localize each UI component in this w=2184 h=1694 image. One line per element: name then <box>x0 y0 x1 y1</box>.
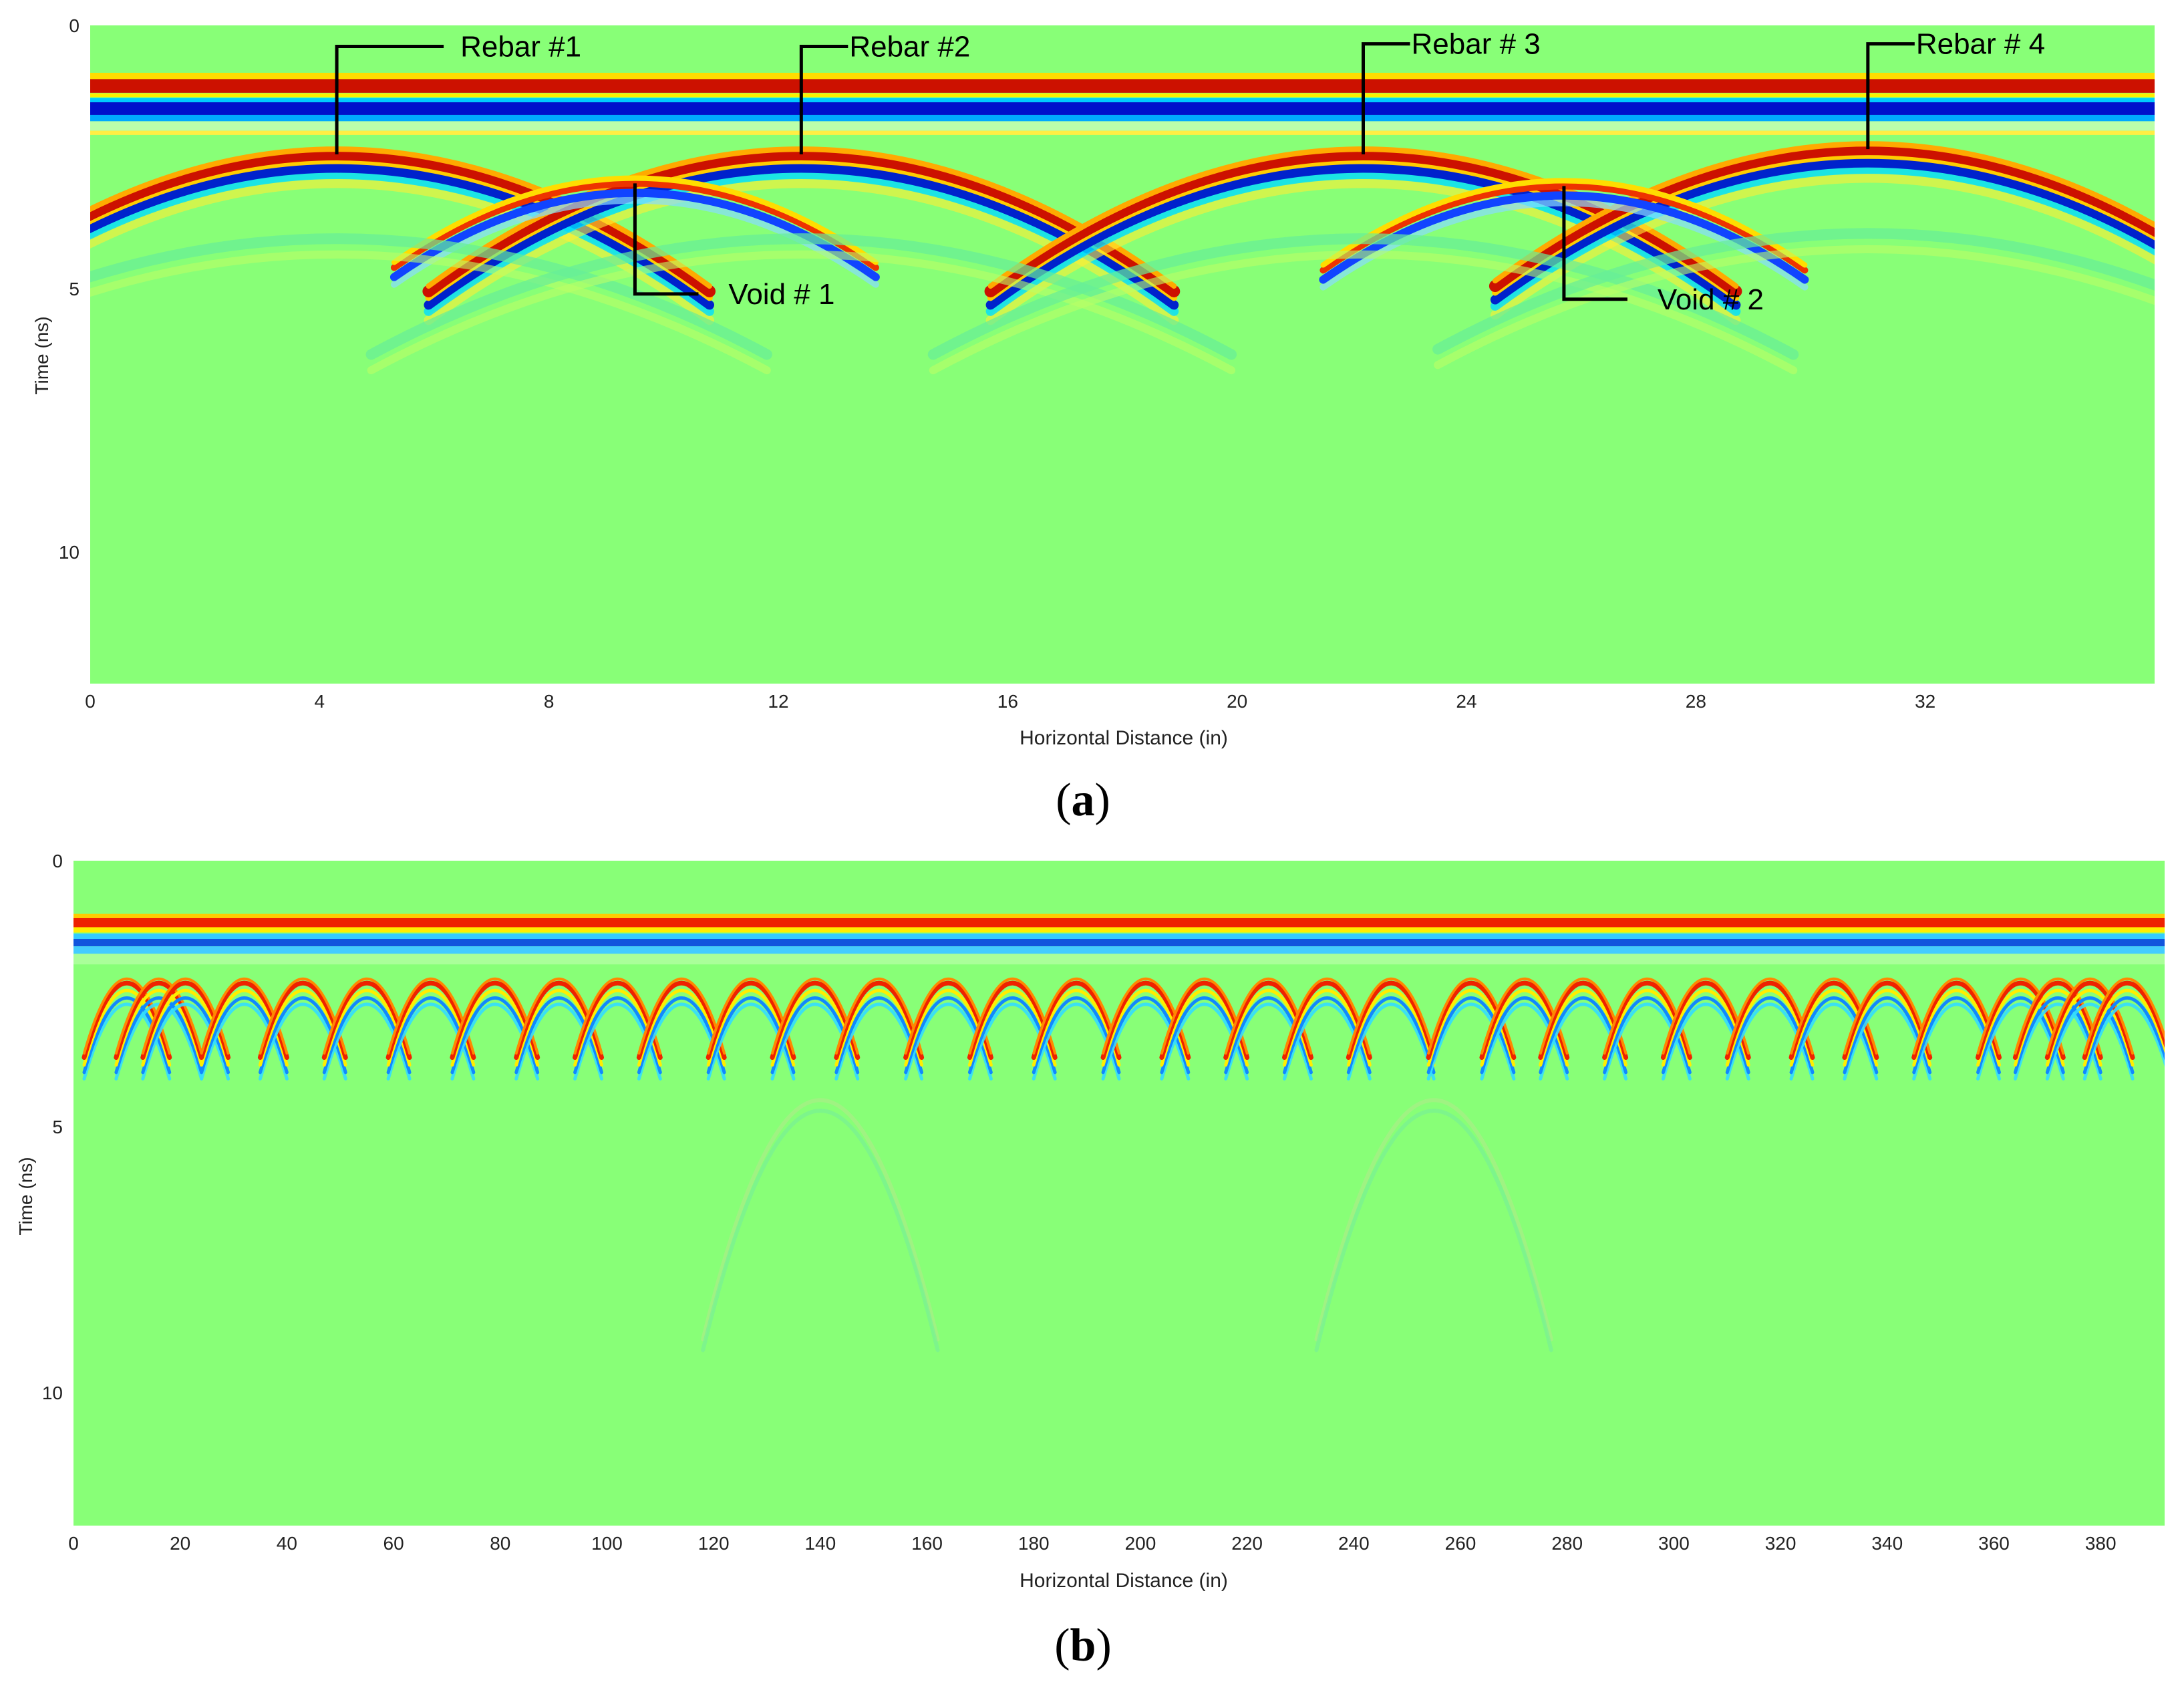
panel-a-rebar-multiple <box>927 233 1799 375</box>
panel-b-x-tick-label: 220 <box>1231 1533 1263 1554</box>
panel-b-x-tick-label: 180 <box>1018 1533 1050 1554</box>
annotation-rebar-1: Rebar #1 <box>335 31 581 155</box>
panel-b-x-tick-label: 200 <box>1125 1533 1156 1554</box>
panel-a-x-axis-label: Horizontal Distance (in) <box>1020 727 1228 749</box>
panel-b-x-tick-label: 120 <box>698 1533 730 1554</box>
panel-a-y-tick-label: 10 <box>59 542 80 563</box>
panel-a-rebar-multiple <box>90 233 772 375</box>
panel-a-direct-wave-band <box>90 130 2155 135</box>
annotation-label: Void # 2 <box>1658 283 1764 316</box>
annotation-leader-line <box>1866 42 1915 150</box>
panel-a-y-tick-label: 0 <box>69 15 80 36</box>
annotation-leader-line <box>1562 186 1627 301</box>
panel-a-x-tick-label: 8 <box>544 691 555 712</box>
panel-b-x-tick-label: 100 <box>591 1533 623 1554</box>
panel-b-x-tick-label: 360 <box>1978 1533 2010 1554</box>
panel-b-x-tick-label: 40 <box>277 1533 297 1554</box>
annotation-leader-line <box>633 183 699 296</box>
panel-a-caption: (a) <box>1056 774 1110 826</box>
panel-b-x-tick-label: 260 <box>1445 1533 1476 1554</box>
panel-b-deep-reflection <box>701 1098 940 1353</box>
annotation-rebar-2: Rebar #2 <box>799 31 970 155</box>
panel-a-x-tick-label: 28 <box>1686 691 1706 712</box>
panel-b-x-tick-label: 60 <box>383 1533 404 1554</box>
panel-a-x-tick-label: 32 <box>1915 691 1935 712</box>
panel-b-x-tick-label: 160 <box>911 1533 943 1554</box>
panel-a-direct-wave-band <box>90 102 2155 115</box>
panel-b-x-tick-label: 280 <box>1551 1533 1583 1554</box>
panel-a-direct-wave-band <box>90 114 2155 122</box>
panel-b-background <box>73 861 2165 1526</box>
panel-a-reflections <box>90 25 2155 684</box>
panel-a-y-axis-label: Time (ns) <box>31 316 52 394</box>
panel-a-rebar-multiple <box>1432 228 2155 370</box>
panel-b-x-tick-label: 300 <box>1658 1533 1690 1554</box>
panel-b-direct-wave-band <box>73 927 2165 933</box>
panel-b-y-tick-label: 10 <box>42 1383 63 1403</box>
panel-a-x-tick-label: 4 <box>315 691 325 712</box>
panel-a-x-tick-label: 20 <box>1227 691 1247 712</box>
panel-a-x-tick-label: 0 <box>85 691 96 712</box>
panel-b-x-tick-label: 340 <box>1871 1533 1903 1554</box>
panel-b: 0 20 40 60 80 100 120 140 160 180 200 220 240 260 280 3… <box>15 851 2165 1671</box>
panel-b-reflections <box>73 861 2165 1526</box>
panel-a-direct-wave-band <box>90 93 2155 98</box>
panel-a-x-tick-label: 12 <box>768 691 788 712</box>
panel-b-direct-wave-band <box>73 917 2165 928</box>
panel-a-caption-letter: a <box>1072 774 1095 826</box>
panel-b-direct-wave-band <box>73 954 2165 965</box>
panel-a-direct-wave-band <box>90 121 2155 131</box>
annotation-label: Rebar #1 <box>460 31 581 63</box>
annotation-rebar-3: Rebar # 3 <box>1362 28 1541 155</box>
annotation-void-1: Void # 1 <box>633 183 834 311</box>
panel-b-x-tick-label: 380 <box>2085 1533 2117 1554</box>
panel-b-x-tick-label: 80 <box>490 1533 510 1554</box>
panel-a-x-tick-label: 16 <box>997 691 1018 712</box>
panel-b-x-tick-label: 320 <box>1765 1533 1797 1554</box>
panel-b-direct-wave-band <box>73 934 2165 940</box>
panel-a-direct-wave-band <box>90 72 2155 80</box>
panel-b-direct-wave-band <box>73 913 2165 918</box>
panel-b-rebar-reflection <box>2044 978 2135 1081</box>
panel-b-radargram <box>73 861 2165 1526</box>
panel-a-background <box>90 25 2155 684</box>
panel-a-direct-wave-band <box>90 98 2155 103</box>
panel-a-x-tick-label: 24 <box>1456 691 1476 712</box>
annotation-label: Rebar #2 <box>849 31 970 63</box>
panel-b-x-tick-label: 20 <box>170 1533 190 1554</box>
panel-b-caption: (b) <box>1054 1620 1112 1671</box>
annotation-rebar-4: Rebar # 4 <box>1866 28 2045 150</box>
panel-a-annotations: Rebar #1 Rebar #2 Rebar # 3 Rebar # 4 Void #… <box>335 28 2045 316</box>
panel-b-x-tick-label: 240 <box>1338 1533 1370 1554</box>
annotation-leader-line <box>335 45 444 155</box>
panel-b-rebar-reflection <box>2082 978 2165 1081</box>
panel-b-x-tick-label: 140 <box>804 1533 836 1554</box>
panel-b-direct-wave-band <box>73 939 2165 947</box>
panel-b-rebar-reflection <box>114 978 204 1081</box>
panel-b-rebar-reflection <box>1346 978 1436 1081</box>
panel-b-y-tick-label: 0 <box>52 851 63 871</box>
annotation-leader-line <box>1362 42 1410 155</box>
panel-a-y-tick-label: 5 <box>69 279 80 299</box>
annotation-label: Rebar # 4 <box>1916 28 2045 61</box>
panel-a-ticks: 0 4 8 12 16 20 24 28 32 0 5 10 <box>59 15 1935 712</box>
annotation-leader-line <box>799 45 848 155</box>
annotation-label: Rebar # 3 <box>1412 28 1541 61</box>
annotation-void-2: Void # 2 <box>1562 186 1764 316</box>
panel-b-direct-wave-band <box>73 946 2165 954</box>
panel-b-deep-reflection <box>1314 1098 1553 1353</box>
panel-b-ticks: 0 20 40 60 80 100 120 140 160 180 200 220 240 260 280 3… <box>42 851 2117 1554</box>
panel-b-caption-letter: b <box>1070 1620 1096 1671</box>
panel-a-radargram <box>90 25 2155 684</box>
panel-b-x-axis-label: Horizontal Distance (in) <box>1020 1570 1228 1592</box>
panel-a-direct-wave-band <box>90 79 2155 93</box>
panel-b-y-axis-label: Time (ns) <box>15 1157 36 1235</box>
panel-b-y-tick-label: 5 <box>52 1117 63 1137</box>
annotation-label: Void # 1 <box>728 278 834 311</box>
panel-b-x-tick-label: 0 <box>68 1533 79 1554</box>
